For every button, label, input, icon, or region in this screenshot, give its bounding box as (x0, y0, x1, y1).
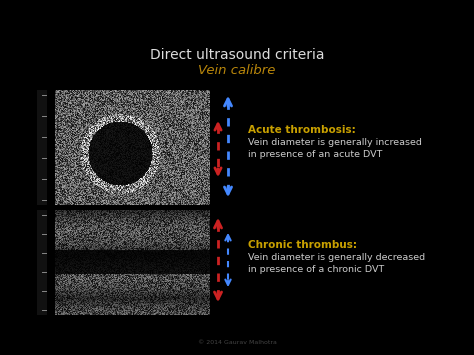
Bar (37, 90, 47, 205)
Text: Chronic thrombus:: Chronic thrombus: (248, 240, 357, 250)
Text: Acute thrombosis:: Acute thrombosis: (248, 125, 356, 135)
Text: © 2014 Gaurav Malhotra: © 2014 Gaurav Malhotra (198, 339, 276, 344)
Bar (37, 210, 47, 315)
Text: Vein calibre: Vein calibre (198, 64, 276, 76)
Text: Vein diameter is generally decreased: Vein diameter is generally decreased (248, 253, 425, 262)
Text: Vein diameter is generally increased: Vein diameter is generally increased (248, 138, 422, 147)
Text: in presence of a chronic DVT: in presence of a chronic DVT (248, 265, 384, 274)
Text: Direct ultrasound criteria: Direct ultrasound criteria (150, 48, 324, 62)
Text: in presence of an acute DVT: in presence of an acute DVT (248, 150, 383, 159)
